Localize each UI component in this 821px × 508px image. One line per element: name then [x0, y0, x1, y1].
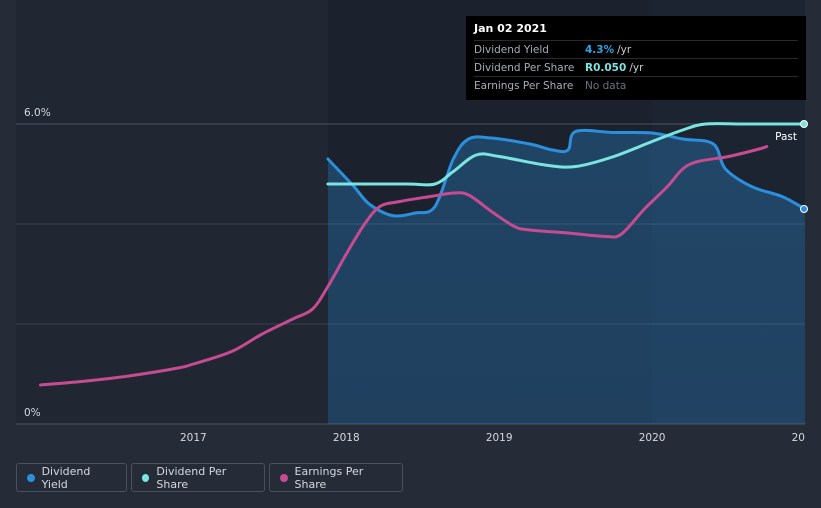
tooltip-label: Earnings Per Share: [474, 79, 574, 92]
dividend-yield-line: [326, 128, 807, 218]
legend-label: Dividend Yield: [41, 464, 91, 491]
tooltip-value: R0.050: [585, 61, 627, 74]
legend-item-earnings-per-share[interactable]: Earnings Per Share: [269, 463, 403, 492]
tooltip-unit: /yr: [629, 61, 644, 74]
x-tick-label: 20: [792, 432, 805, 444]
legend-label: Earnings Per Share: [294, 464, 364, 491]
past-label: Past: [775, 131, 797, 143]
pre-data-region: [16, 0, 328, 424]
tooltip-panel: Jan 02 2021 Dividend Yield 4.3% /yr Divi…: [466, 16, 806, 100]
dividend-per-share-line: [326, 122, 807, 187]
tooltip-row-dividend-yield: Dividend Yield 4.3% /yr: [474, 40, 798, 58]
tooltip-date: Jan 02 2021: [474, 22, 547, 35]
legend-dot-icon: [280, 473, 288, 482]
tooltip-value: 4.3%: [585, 43, 615, 56]
legend-dot-icon: [142, 473, 150, 482]
legend-item-dividend-per-share[interactable]: Dividend Per Share: [131, 463, 265, 492]
earnings-per-share-line: [39, 145, 769, 387]
dividend-per-share-marker: [800, 120, 808, 128]
tooltip-row-dividend-per-share: Dividend Per Share R0.050 /yr: [474, 58, 798, 76]
tooltip-unit: /yr: [617, 43, 632, 56]
tooltip-row-earnings-per-share: Earnings Per Share No data: [474, 76, 798, 94]
dividend-yield-area: [327, 130, 805, 425]
tooltip-label: Dividend Yield: [474, 43, 549, 56]
y-tick-label: 6.0%: [24, 107, 51, 119]
x-tick-label: 2020: [639, 432, 666, 444]
x-tick-label: 2019: [486, 432, 513, 444]
tooltip-value: No data: [585, 79, 627, 92]
legend-item-dividend-yield[interactable]: Dividend Yield: [16, 463, 127, 492]
y-tick-label: 0%: [24, 407, 41, 419]
dividend-yield-marker: [800, 205, 808, 213]
legend-label: Dividend Per Share: [156, 464, 227, 491]
x-tick-label: 2018: [333, 432, 360, 444]
tooltip-label: Dividend Per Share: [474, 61, 575, 74]
x-tick-label: 2017: [180, 432, 207, 444]
legend-dot-icon: [27, 473, 35, 482]
